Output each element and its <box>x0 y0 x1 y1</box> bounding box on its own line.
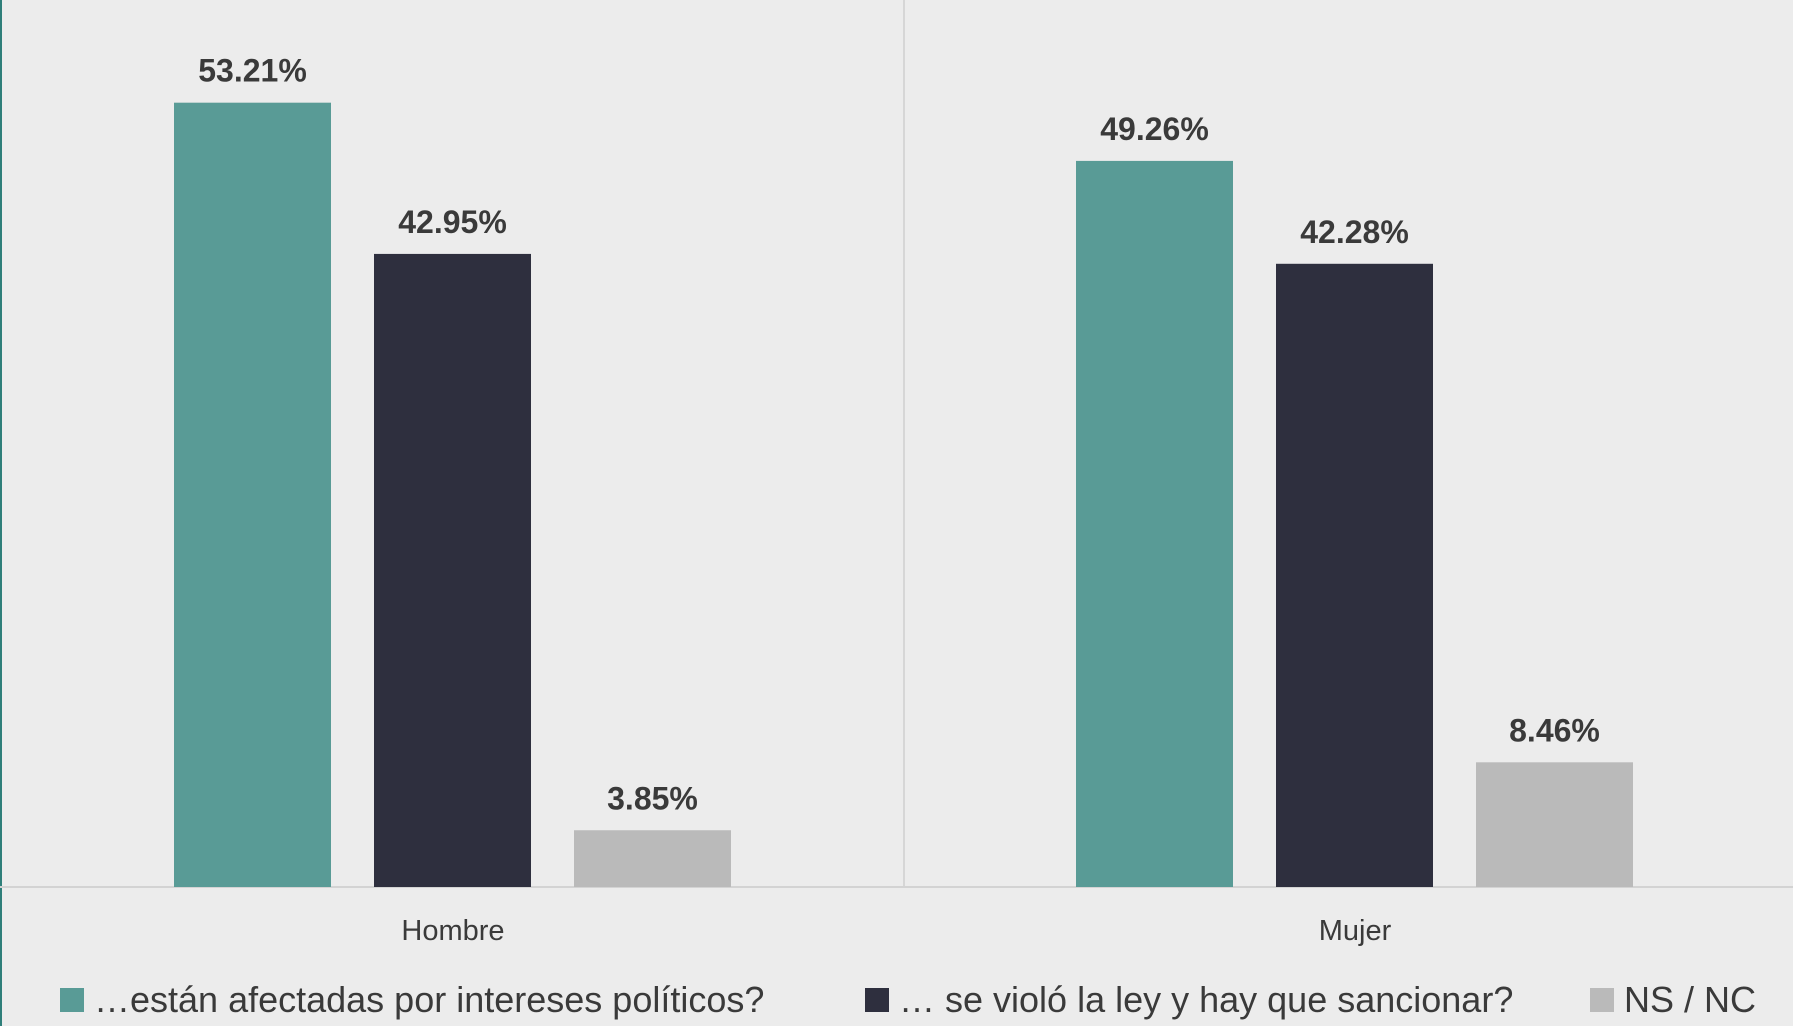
data-label-hombre-series-3: 3.85% <box>607 780 698 816</box>
data-label-mujer-series-2: 42.28% <box>1300 214 1409 250</box>
bar-mujer-series-2 <box>1276 263 1433 887</box>
data-label-mujer-series-3: 8.46% <box>1509 712 1600 748</box>
bar-mujer-series-1 <box>1076 160 1233 887</box>
bar-mujer-series-3 <box>1476 762 1633 887</box>
category-label-hombre: Hombre <box>401 915 504 947</box>
bar-hombre-series-3 <box>574 830 731 887</box>
data-label-hombre-series-1: 53.21% <box>198 53 307 89</box>
legend-swatch-3 <box>1590 988 1614 1012</box>
data-label-mujer-series-1: 49.26% <box>1100 111 1209 147</box>
legend: …están afectadas por intereses políticos… <box>60 979 1756 1020</box>
value-labels: 53.21% 42.95% 3.85% 49.26% 42.28% 8.46% <box>198 53 1600 817</box>
category-label-mujer: Mujer <box>1319 915 1392 947</box>
legend-swatch-1 <box>60 988 84 1012</box>
data-label-hombre-series-2: 42.95% <box>398 204 507 240</box>
category-labels: Hombre Mujer <box>401 915 1391 947</box>
bars <box>174 102 1633 888</box>
legend-label-1: …están afectadas por intereses políticos… <box>94 979 764 1020</box>
legend-label-2: … se violó la ley y hay que sancionar? <box>899 979 1513 1020</box>
bar-hombre-series-1 <box>174 102 331 888</box>
legend-label-3: NS / NC <box>1624 979 1756 1020</box>
legend-swatch-2 <box>865 988 889 1012</box>
bar-hombre-series-2 <box>374 253 531 888</box>
